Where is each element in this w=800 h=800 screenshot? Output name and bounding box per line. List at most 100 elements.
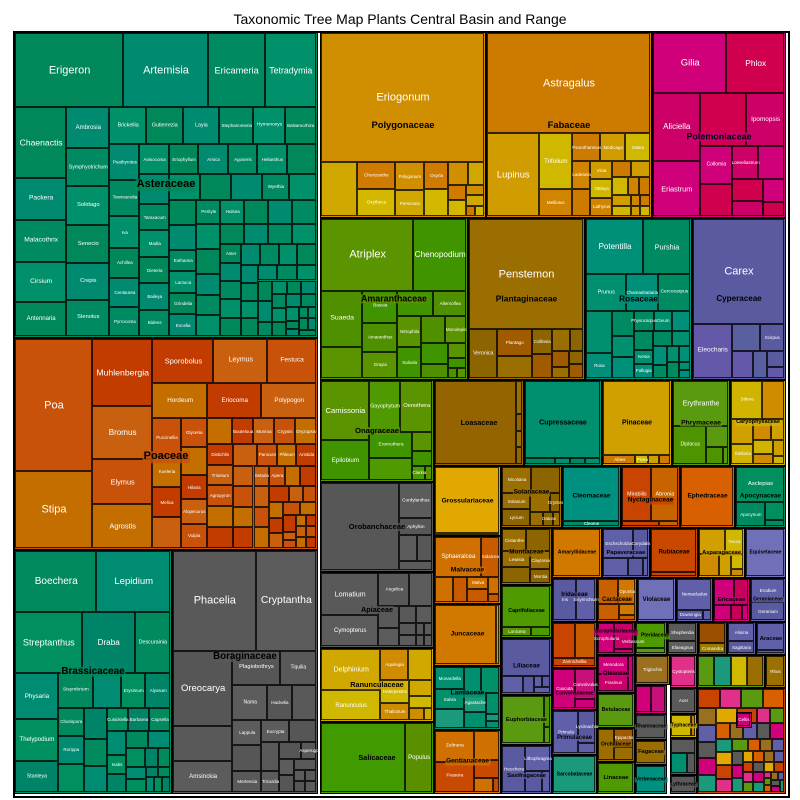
genus-arnica	[198, 144, 228, 175]
treemap-cell	[409, 573, 432, 607]
treemap-cell	[586, 310, 612, 354]
genus-mertensia	[232, 770, 262, 792]
treemap-cell	[421, 316, 446, 344]
treemap-cell	[773, 751, 784, 762]
family-apocynaceae	[735, 466, 786, 528]
treemap-cell	[485, 713, 499, 721]
treemap-cell	[271, 321, 286, 336]
treemap-cell	[732, 179, 764, 201]
treemap-cell	[169, 224, 197, 250]
treemap-cell	[502, 639, 550, 677]
treemap-cell	[773, 761, 784, 772]
treemap-cell	[698, 724, 717, 742]
treemap-cell	[603, 558, 628, 576]
genus-iva	[109, 215, 140, 249]
genus-bidens	[139, 309, 170, 336]
genus-agropyron	[206, 485, 233, 507]
family-ranunculaceae	[320, 648, 434, 722]
treemap-cell	[408, 695, 432, 708]
genus-halerpestes	[380, 679, 409, 704]
treemap-cell	[619, 604, 635, 615]
genus-epilobium	[321, 440, 369, 480]
treemap-cell	[622, 521, 660, 526]
treemap-cell	[277, 265, 297, 281]
genus-plagiobothrys	[232, 650, 280, 685]
treemap-cell	[702, 609, 711, 620]
treemap-cell	[731, 419, 754, 444]
treemap-cell	[757, 623, 784, 650]
treemap-cell	[301, 280, 316, 294]
treemap-cell	[456, 368, 466, 378]
treemap-cell	[423, 623, 432, 635]
genus-collinsia	[531, 329, 552, 354]
genus-opuntia	[618, 579, 635, 605]
genus-rorippa	[57, 735, 84, 764]
treemap-cell	[516, 414, 522, 431]
treemap-cell	[296, 526, 307, 538]
genus-cryptantha	[255, 551, 316, 651]
family-oleaceae	[597, 655, 635, 693]
genus-lomatium	[321, 573, 379, 616]
treemap-cell	[435, 708, 464, 728]
family-pinaceae	[602, 380, 672, 466]
treemap-cell	[551, 329, 570, 351]
treemap-cell	[425, 465, 432, 480]
genus-hulsea	[220, 199, 245, 225]
treemap-cell	[230, 174, 262, 200]
family-cell	[697, 688, 786, 794]
treemap-cell	[553, 756, 595, 792]
genus-sisyrinchium	[576, 579, 595, 620]
treemap-cell	[269, 532, 284, 548]
family-cell	[667, 622, 698, 655]
family-sarcobataceae	[552, 755, 597, 794]
family-brassicaceae	[14, 550, 172, 794]
treemap-cell	[541, 770, 550, 792]
treemap-cell	[321, 346, 363, 378]
treemap-cell	[299, 330, 316, 336]
family-rubiaceae	[650, 528, 698, 578]
genus-erysimum	[120, 673, 146, 708]
treemap-cell	[667, 345, 679, 362]
genus-eriophyllum	[168, 144, 199, 175]
treemap-cell	[495, 605, 499, 664]
genus-festuca	[267, 339, 316, 383]
treemap-cell	[763, 778, 772, 786]
genus-ranunculus	[321, 690, 381, 720]
family-cyperaceae	[692, 218, 786, 380]
treemap-cell	[283, 515, 297, 532]
treemap-cell	[271, 293, 286, 308]
treemap-cell	[779, 779, 784, 792]
genus-heuchera	[502, 746, 526, 792]
treemap-cell	[421, 343, 448, 364]
treemap-cell	[714, 656, 731, 686]
treemap-cell	[169, 174, 200, 200]
genus-salvia	[435, 689, 464, 709]
genus-melilotus	[538, 189, 573, 216]
genus-bromus	[91, 406, 153, 460]
treemap-cell	[285, 328, 300, 336]
treemap-cell	[763, 761, 774, 772]
genus-aliciella	[653, 92, 700, 161]
genus-veronica	[469, 329, 497, 378]
treemap-cell	[653, 345, 668, 366]
treemap-cell	[126, 766, 146, 780]
treemap-cell	[306, 526, 316, 538]
treemap-cell	[139, 174, 170, 204]
treemap-cell	[219, 299, 242, 318]
treemap-cell	[257, 322, 272, 336]
treemap-cell	[650, 686, 665, 712]
treemap-cell	[296, 265, 316, 281]
treemap-cell	[219, 281, 242, 300]
genus-apocynum	[736, 502, 765, 526]
treemap-cell	[145, 747, 158, 767]
treemap-cell	[628, 558, 643, 576]
treemap-cell	[553, 511, 560, 526]
treemap-cell	[83, 739, 107, 766]
treemap-cell	[722, 447, 728, 464]
genus-anisocoma	[139, 144, 169, 175]
family-cactaceae	[597, 578, 637, 622]
genus-phlox	[726, 33, 784, 93]
genus-phacelia	[173, 551, 256, 651]
treemap-cell	[763, 785, 772, 792]
